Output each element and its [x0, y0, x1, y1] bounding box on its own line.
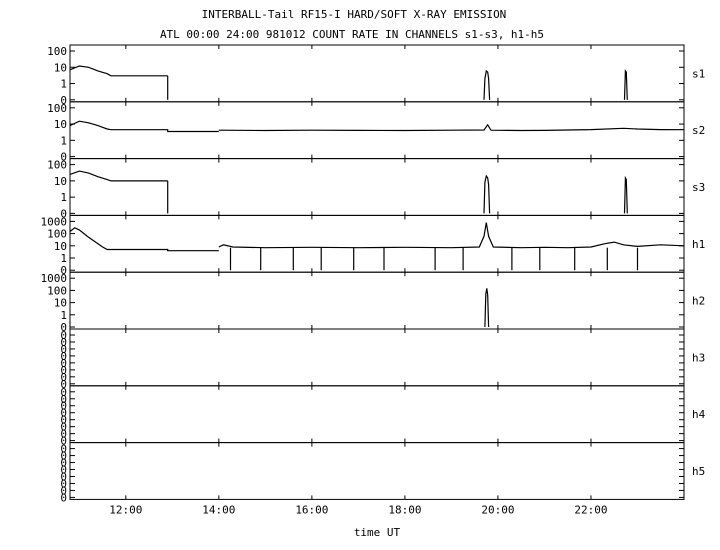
y-tick-label: 0 — [60, 464, 67, 477]
series-line-s1 — [69, 65, 112, 77]
y-tick-label: 0 — [60, 151, 67, 164]
y-tick-label: 1000 — [41, 215, 68, 228]
y-tick-label: 0 — [60, 400, 67, 413]
y-tick-label: 10 — [54, 61, 67, 74]
x-tick-label: 16:00 — [295, 503, 328, 516]
x-axis: 12:00 14:00 16:00 18:00 20:00 22:00 — [109, 503, 607, 516]
y-tick-label: 0 — [60, 371, 67, 384]
y-tick-label: 0 — [60, 350, 67, 363]
y-tick-label: 0 — [60, 207, 67, 220]
y-tick-label: 0 — [60, 393, 67, 406]
x-axis-label: time UT — [354, 526, 401, 539]
y-tick-label: 0 — [60, 357, 67, 370]
panels-group: 1001010s11001010s21001010s310001001010h1… — [41, 44, 706, 504]
panel-frame — [69, 44, 685, 103]
channel-label: h2 — [692, 295, 705, 308]
y-tick-label: 0 — [60, 407, 67, 420]
y-tick-label: 0 — [60, 264, 67, 277]
panel-frame — [69, 271, 685, 330]
channel-label: s2 — [692, 124, 705, 137]
x-tick-label: 12:00 — [109, 503, 142, 516]
y-tick-label: 0 — [60, 491, 67, 504]
series-line-s2 — [218, 123, 685, 132]
series-line-s1 — [483, 69, 491, 100]
y-tick-label: 0 — [60, 421, 67, 434]
y-tick-label: 0 — [60, 477, 67, 490]
y-tick-label: 100 — [47, 45, 67, 58]
y-tick-label: 0 — [60, 435, 67, 448]
series-line-s3 — [69, 170, 112, 182]
y-tick-label: 0 — [60, 321, 67, 334]
y-tick-label: 0 — [60, 336, 67, 349]
y-tick-label: 1000 — [41, 272, 68, 285]
y-tick-label: 10 — [54, 118, 67, 131]
y-tick-label: 0 — [60, 428, 67, 441]
series-line-h2 — [484, 288, 490, 328]
series-line-s2 — [110, 129, 219, 133]
y-tick-label: 1 — [60, 252, 67, 265]
y-tick-label: 0 — [60, 450, 67, 463]
x-tick-label: 18:00 — [388, 503, 421, 516]
y-tick-label: 0 — [60, 378, 67, 391]
y-tick-label: 0 — [60, 414, 67, 427]
series-line-h1 — [111, 248, 219, 252]
y-tick-label: 10 — [54, 175, 67, 188]
y-tick-label: 0 — [60, 470, 67, 483]
panel-frame — [69, 328, 685, 387]
series-line-s2 — [69, 120, 112, 131]
y-tick-label: 1 — [60, 191, 67, 204]
y-tick-label: 0 — [60, 386, 67, 399]
y-tick-label: 100 — [47, 159, 67, 172]
y-tick-label: 0 — [60, 343, 67, 356]
y-tick-label: 1 — [60, 78, 67, 91]
y-tick-label: 1 — [60, 134, 67, 147]
channel-label: h4 — [692, 408, 706, 421]
chart-title: INTERBALL-Tail RF15-I HARD/SOFT X-RAY EM… — [202, 8, 507, 21]
panel-frame — [69, 158, 685, 216]
y-tick-label: 10 — [54, 297, 67, 310]
x-tick-label: 20:00 — [481, 503, 514, 516]
y-tick-label: 1 — [60, 309, 67, 322]
y-tick-label: 100 — [47, 284, 67, 297]
chart-subtitle: ATL 00:00 24:00 981012 COUNT RATE IN CHA… — [160, 28, 544, 41]
y-tick-label: 10 — [54, 240, 67, 253]
channel-label: s3 — [692, 181, 705, 194]
channel-label: h1 — [692, 238, 705, 251]
x-tick-label: 14:00 — [202, 503, 235, 516]
y-tick-label: 0 — [60, 484, 67, 497]
series-line-h1 — [218, 222, 685, 249]
panel-frame — [69, 214, 685, 273]
series-line-h1 — [69, 227, 112, 251]
channel-label: h3 — [692, 351, 705, 364]
channel-label: s1 — [692, 67, 705, 80]
series-line-s3 — [623, 175, 628, 214]
series-line-s3 — [483, 174, 491, 214]
x-tick-label: 22:00 — [574, 503, 607, 516]
series-line-s1 — [623, 69, 628, 100]
panel-frame — [69, 385, 685, 444]
channel-label: h5 — [692, 465, 705, 478]
panel-frame — [69, 442, 685, 500]
y-tick-label: 100 — [47, 102, 67, 115]
y-tick-label: 0 — [60, 94, 67, 107]
y-tick-label: 100 — [47, 228, 67, 241]
y-tick-label: 0 — [60, 329, 67, 342]
y-tick-label: 0 — [60, 443, 67, 456]
y-tick-label: 0 — [60, 457, 67, 470]
y-tick-label: 0 — [60, 364, 67, 377]
